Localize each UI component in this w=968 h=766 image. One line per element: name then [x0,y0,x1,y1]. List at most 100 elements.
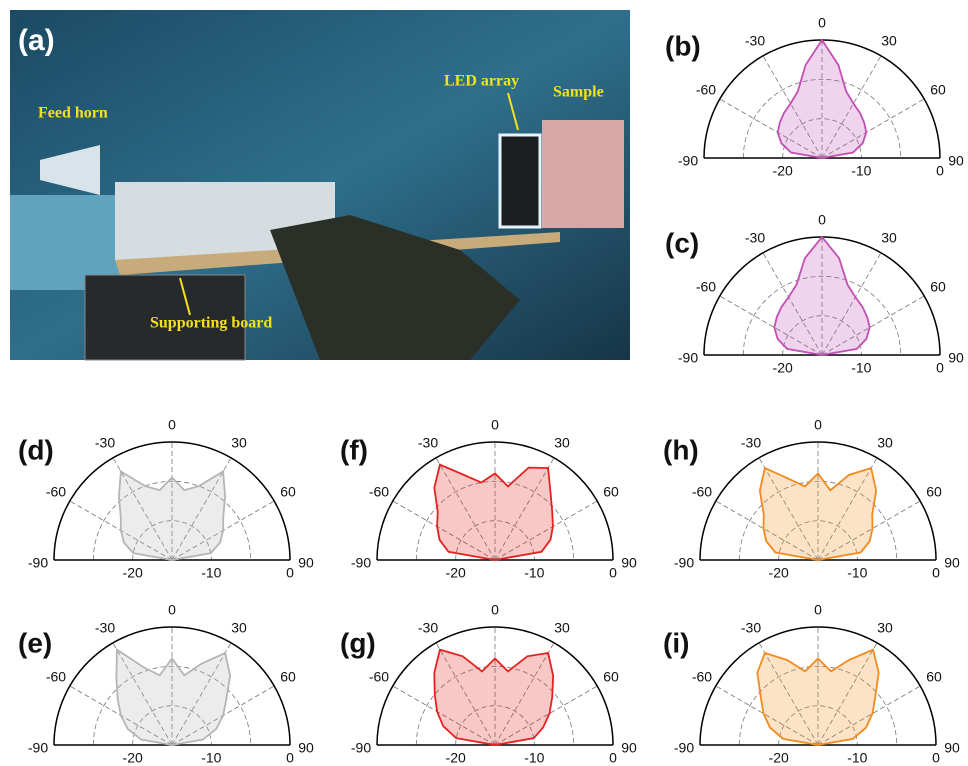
r-tick-label: -20 [773,360,793,376]
theta-tick-label: 60 [926,484,942,500]
r-tick-label: -10 [524,565,544,581]
theta-tick-label: 0 [814,417,822,433]
theta-tick-label: 90 [944,555,960,571]
radiation-pattern [778,40,867,158]
theta-tick-label: -90 [351,740,371,756]
radiation-pattern [774,237,869,355]
theta-tick-label: 90 [948,350,964,366]
theta-tick-label: -30 [745,230,765,246]
r-tick-label: -20 [446,565,466,581]
r-tick-label: 0 [932,565,940,581]
sample [542,120,624,228]
theta-tick-label: 90 [298,740,314,756]
r-tick-label: 0 [609,750,617,766]
theta-tick-label: -60 [696,82,716,98]
r-tick-label: 0 [936,360,944,376]
theta-tick-label: -60 [369,484,389,500]
radiation-pattern [757,650,878,745]
theta-tick-label: 0 [168,417,176,433]
theta-tick-label: 30 [877,435,893,451]
radiation-pattern [760,468,876,560]
panel-label: (h) [663,434,699,465]
theta-tick-label: -90 [351,555,371,571]
r-tick-label: -10 [524,750,544,766]
r-tick-label: -10 [847,565,867,581]
theta-tick-label: -60 [692,669,712,685]
r-tick-label: -10 [201,750,221,766]
r-tick-label: -20 [769,565,789,581]
theta-tick-label: 30 [881,230,897,246]
theta-tick-label: 90 [298,555,314,571]
theta-tick-label: 30 [231,435,247,451]
theta-tick-label: -90 [28,740,48,756]
radiation-pattern [116,650,230,745]
r-tick-label: 0 [286,750,294,766]
panel-label: (g) [340,627,376,658]
panel-label: (i) [663,627,689,658]
figure: (a) Feed horn LED array Sample Supportin… [0,0,968,766]
photo: (a) Feed horn LED array Sample Supportin… [10,10,630,360]
theta-tick-label: 0 [818,212,826,228]
panel-label: (b) [665,30,701,61]
r-tick-label: 0 [936,163,944,179]
r-tick-label: -10 [847,750,867,766]
theta-tick-label: 0 [168,602,176,618]
r-tick-label: -10 [851,163,871,179]
theta-tick-label: -30 [745,33,765,49]
theta-tick-label: -30 [741,435,761,451]
theta-tick-label: 90 [948,153,964,169]
theta-tick-label: 30 [554,620,570,636]
panel-label: (f) [340,434,368,465]
panel-label: (a) [18,24,55,57]
theta-tick-label: -30 [95,435,115,451]
radiation-pattern [119,471,225,560]
theta-tick-label: -30 [418,620,438,636]
r-tick-label: 0 [609,565,617,581]
radiation-pattern [434,465,553,560]
annotation: LED array [444,73,519,90]
r-tick-label: -20 [123,750,143,766]
theta-tick-label: -90 [674,555,694,571]
theta-tick-label: 0 [814,602,822,618]
r-tick-label: -20 [773,163,793,179]
r-tick-label: 0 [932,750,940,766]
r-tick-label: 0 [286,565,294,581]
panel-label: (c) [665,227,699,258]
r-tick-label: -20 [769,750,789,766]
theta-tick-label: 60 [603,484,619,500]
theta-tick-label: -60 [692,484,712,500]
r-tick-label: -10 [851,360,871,376]
theta-tick-label: -60 [46,484,66,500]
theta-tick-label: 0 [491,602,499,618]
theta-tick-label: -90 [678,350,698,366]
led-array [500,135,540,227]
theta-tick-label: -90 [674,740,694,756]
theta-tick-label: -60 [46,669,66,685]
annotation: Supporting board [150,315,272,332]
theta-tick-label: 30 [554,435,570,451]
panel-label: (d) [18,434,54,465]
theta-tick-label: 60 [280,669,296,685]
annotation: Feed horn [38,105,108,122]
r-tick-label: -10 [201,565,221,581]
theta-tick-label: 90 [944,740,960,756]
theta-tick-label: 60 [280,484,296,500]
theta-tick-label: 90 [621,740,637,756]
theta-tick-label: 60 [930,279,946,295]
theta-tick-label: 30 [231,620,247,636]
annotation: Sample [553,84,604,101]
theta-tick-label: -30 [418,435,438,451]
theta-tick-label: -60 [369,669,389,685]
theta-tick-label: -60 [696,279,716,295]
theta-tick-label: 0 [818,15,826,31]
theta-tick-label: 60 [926,669,942,685]
theta-tick-label: -30 [95,620,115,636]
theta-tick-label: 60 [603,669,619,685]
theta-tick-label: 30 [877,620,893,636]
theta-tick-label: 0 [491,417,499,433]
radiation-pattern [434,650,553,745]
theta-tick-label: 60 [930,82,946,98]
theta-tick-label: -30 [741,620,761,636]
panel-label: (e) [18,627,52,658]
theta-tick-label: 90 [621,555,637,571]
